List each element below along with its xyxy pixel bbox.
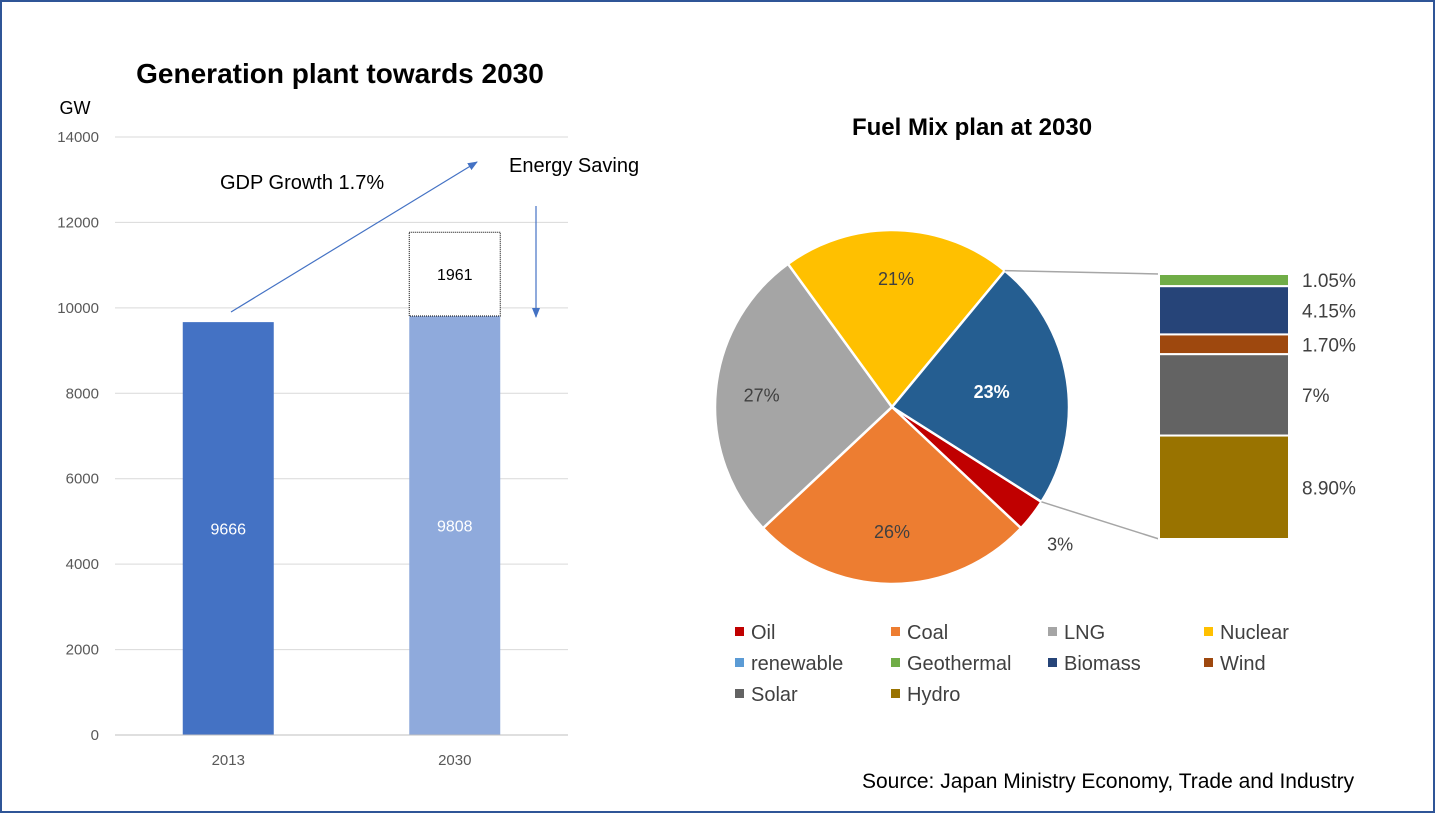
legend-swatch-hydro bbox=[891, 689, 900, 698]
legend-swatch-nuclear bbox=[1204, 627, 1213, 636]
legend-swatch-coal bbox=[891, 627, 900, 636]
y-tick-label: 12000 bbox=[57, 214, 99, 231]
y-tick-label: 10000 bbox=[57, 300, 99, 317]
legend-swatch-geothermal bbox=[891, 658, 900, 667]
legend-swatch-oil bbox=[735, 627, 744, 636]
pie-slice-label: 27% bbox=[744, 386, 780, 406]
pie-slice-renewable bbox=[890, 268, 1071, 504]
breakdown-label: 8.90% bbox=[1302, 478, 1356, 499]
y-tick-label: 14000 bbox=[57, 129, 99, 146]
pie-slice-label: 26% bbox=[874, 522, 910, 542]
legend-label: renewable bbox=[751, 653, 843, 675]
source-note: Source: Japan Ministry Economy, Trade an… bbox=[862, 770, 1355, 793]
breakdown-biomass bbox=[1158, 285, 1290, 336]
legend-swatch-lng bbox=[1048, 627, 1057, 636]
bar-extra-value-label: 1961 bbox=[437, 267, 473, 284]
legend-label: Wind bbox=[1220, 653, 1266, 675]
energy-saving-annotation: Energy Saving bbox=[509, 155, 639, 177]
breakdown-hydro bbox=[1158, 434, 1290, 540]
bar-chart: Generation plant towards 2030 GW 0 2000 40… bbox=[57, 58, 639, 769]
legend-label: Oil bbox=[751, 622, 775, 644]
legend-label: Solar bbox=[751, 684, 798, 706]
growth-arrow bbox=[230, 161, 478, 313]
breakdown-label: 4.15% bbox=[1302, 301, 1356, 322]
legend-label: Geothermal bbox=[907, 653, 1012, 675]
pie-slice-nuclear bbox=[786, 228, 1007, 410]
legend-swatch-solar bbox=[735, 689, 744, 698]
pie-slice-lng bbox=[713, 262, 894, 530]
breakdown-geothermal bbox=[1158, 273, 1290, 288]
connector-line bbox=[1004, 269, 1160, 275]
connector-line bbox=[1041, 501, 1160, 540]
pie-slice-coal bbox=[761, 405, 1023, 586]
bar-value-label: 9808 bbox=[437, 519, 473, 536]
y-tick-label: 6000 bbox=[66, 471, 99, 488]
legend-label: Coal bbox=[907, 622, 948, 644]
legend-label: Nuclear bbox=[1220, 622, 1289, 644]
y-axis-unit-label: GW bbox=[60, 98, 91, 118]
pie-chart: Fuel Mix plan at 2030 3% 26% 27% 21% 23% 1.0… bbox=[713, 114, 1356, 706]
breakdown-label: 1.05% bbox=[1302, 271, 1356, 292]
legend-label: LNG bbox=[1064, 622, 1105, 644]
y-tick-label: 2000 bbox=[66, 642, 99, 659]
legend-swatch-wind bbox=[1204, 658, 1213, 667]
legend-swatch-biomass bbox=[1048, 658, 1057, 667]
y-tick-label: 0 bbox=[91, 727, 99, 744]
x-tick-label: 2013 bbox=[212, 752, 245, 769]
breakdown-wind bbox=[1158, 333, 1290, 356]
x-tick-label: 2030 bbox=[438, 752, 471, 769]
pie-slice-label: 3% bbox=[1047, 535, 1073, 555]
breakdown-label: 7% bbox=[1302, 386, 1330, 407]
gdp-growth-annotation: GDP Growth 1.7% bbox=[220, 172, 384, 194]
bar-2013 bbox=[182, 322, 274, 735]
legend-label: Hydro bbox=[907, 684, 960, 706]
bar-chart-title: Generation plant towards 2030 bbox=[136, 58, 544, 89]
legend-label: Biomass bbox=[1064, 653, 1141, 675]
pie-slice-label: 23% bbox=[974, 382, 1010, 402]
bar-value-label: 9666 bbox=[210, 522, 246, 539]
y-tick-label: 8000 bbox=[66, 385, 99, 402]
legend-swatch-renewable bbox=[735, 658, 744, 667]
bar-2030 bbox=[409, 316, 501, 735]
pie-chart-title: Fuel Mix plan at 2030 bbox=[852, 114, 1092, 141]
bar-extra-segment bbox=[408, 231, 501, 317]
pie-slice-label: 21% bbox=[878, 269, 914, 289]
breakdown-solar bbox=[1158, 353, 1290, 437]
y-tick-label: 4000 bbox=[66, 556, 99, 573]
breakdown-label: 1.70% bbox=[1302, 335, 1356, 356]
